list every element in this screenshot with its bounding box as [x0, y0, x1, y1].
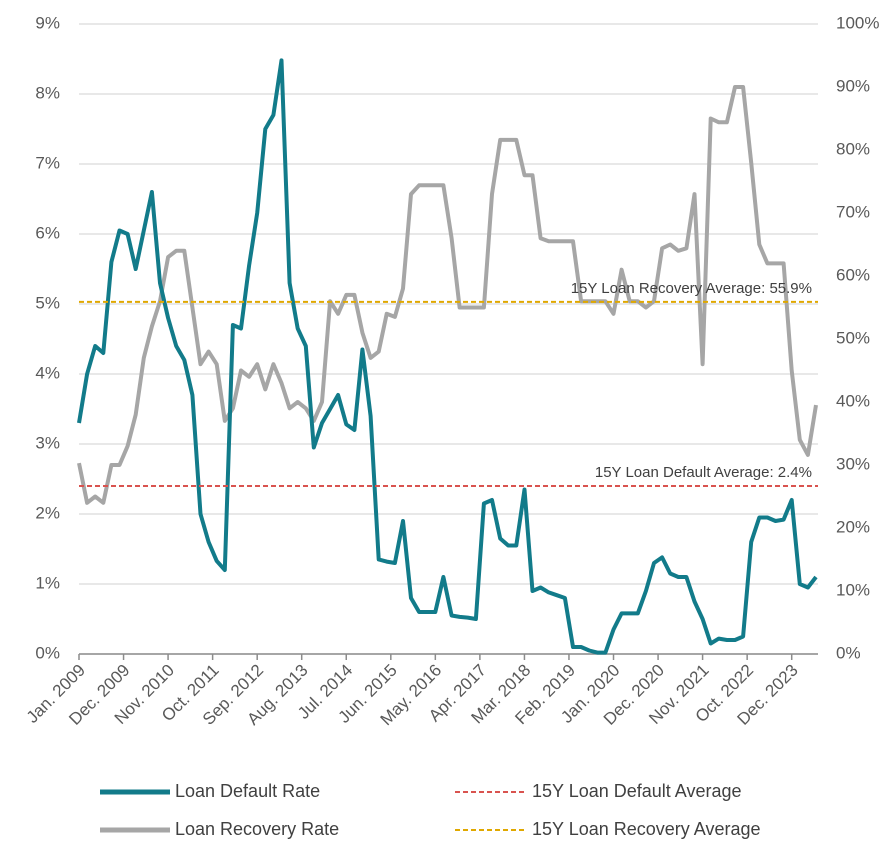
y2-tick-label: 40%	[836, 391, 870, 410]
y-tick-label: 5%	[35, 293, 60, 312]
y2-tick-label: 60%	[836, 265, 870, 284]
y2-tick-label: 100%	[836, 13, 879, 32]
y-tick-label: 2%	[35, 503, 60, 522]
y2-tick-label: 50%	[836, 328, 870, 347]
y-tick-label: 6%	[35, 223, 60, 242]
y-tick-label: 1%	[35, 573, 60, 592]
reference-label: 15Y Loan Default Average: 2.4%	[595, 464, 812, 481]
y2-tick-label: 70%	[836, 202, 870, 221]
y2-tick-label: 10%	[836, 580, 870, 599]
y2-tick-label: 90%	[836, 76, 870, 95]
y-tick-label: 9%	[35, 13, 60, 32]
reference-label: 15Y Loan Recovery Average: 55.9%	[571, 280, 812, 297]
y-tick-label: 7%	[35, 153, 60, 172]
series-line	[77, 85, 818, 505]
y2-tick-label: 20%	[836, 517, 870, 536]
y2-tick-label: 80%	[836, 139, 870, 158]
y-tick-label: 4%	[35, 363, 60, 382]
legend-label: 15Y Loan Default Average	[532, 781, 742, 801]
y2-tick-label: 0%	[836, 643, 861, 662]
legend-label: Loan Recovery Rate	[175, 819, 339, 839]
y-tick-label: 3%	[35, 433, 60, 452]
y2-tick-label: 30%	[836, 454, 870, 473]
y-tick-label: 8%	[35, 83, 60, 102]
legend-label: Loan Default Rate	[175, 781, 320, 801]
y-tick-label: 0%	[35, 643, 60, 662]
legend-label: 15Y Loan Recovery Average	[532, 819, 761, 839]
series-line	[77, 58, 818, 655]
